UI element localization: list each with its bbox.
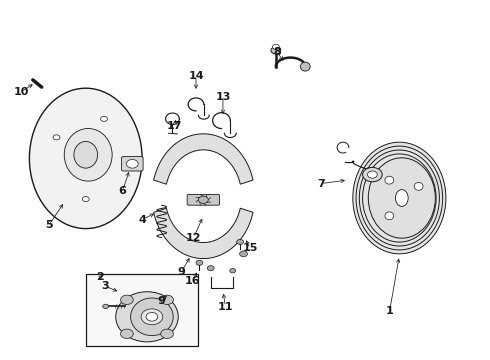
Bar: [86, 274, 198, 346]
Ellipse shape: [300, 62, 310, 71]
Ellipse shape: [385, 176, 393, 184]
Circle shape: [196, 260, 203, 265]
Text: 3: 3: [101, 281, 109, 291]
Text: 6: 6: [119, 186, 126, 196]
Circle shape: [141, 309, 163, 325]
FancyBboxPatch shape: [187, 194, 220, 205]
Text: 11: 11: [218, 302, 233, 312]
Text: 7: 7: [317, 179, 325, 189]
Ellipse shape: [64, 129, 112, 181]
Text: 10: 10: [13, 87, 29, 97]
Text: 9: 9: [177, 267, 185, 277]
Circle shape: [271, 47, 281, 54]
Text: 8: 8: [273, 47, 281, 57]
Circle shape: [363, 167, 382, 182]
Circle shape: [230, 269, 236, 273]
Circle shape: [237, 239, 244, 244]
Text: 2: 2: [97, 272, 104, 282]
Circle shape: [146, 312, 158, 321]
Circle shape: [368, 171, 377, 178]
Circle shape: [100, 116, 107, 121]
Ellipse shape: [116, 292, 178, 342]
Polygon shape: [154, 134, 253, 184]
Ellipse shape: [385, 212, 393, 220]
Text: 1: 1: [386, 306, 393, 316]
Text: 12: 12: [186, 233, 201, 243]
Circle shape: [161, 329, 173, 338]
Text: 9: 9: [158, 296, 166, 306]
Circle shape: [207, 266, 214, 271]
Circle shape: [53, 135, 60, 140]
Ellipse shape: [353, 142, 446, 254]
Text: 14: 14: [188, 71, 204, 81]
Ellipse shape: [368, 158, 435, 238]
Ellipse shape: [130, 298, 173, 336]
FancyBboxPatch shape: [122, 157, 143, 171]
Circle shape: [126, 159, 138, 168]
Ellipse shape: [74, 141, 98, 168]
Text: 4: 4: [138, 215, 146, 225]
Circle shape: [240, 251, 247, 257]
Text: 13: 13: [215, 92, 231, 102]
Ellipse shape: [414, 183, 423, 190]
Text: 15: 15: [242, 243, 258, 253]
Text: 17: 17: [167, 121, 182, 131]
Circle shape: [121, 295, 133, 305]
Text: 16: 16: [184, 276, 200, 286]
Circle shape: [198, 196, 208, 203]
Ellipse shape: [395, 190, 408, 206]
Text: 5: 5: [45, 220, 53, 230]
Polygon shape: [154, 208, 253, 258]
Circle shape: [161, 295, 173, 305]
Circle shape: [272, 44, 279, 49]
Circle shape: [103, 304, 109, 309]
Circle shape: [121, 329, 133, 338]
Circle shape: [82, 197, 89, 202]
Ellipse shape: [29, 88, 142, 229]
